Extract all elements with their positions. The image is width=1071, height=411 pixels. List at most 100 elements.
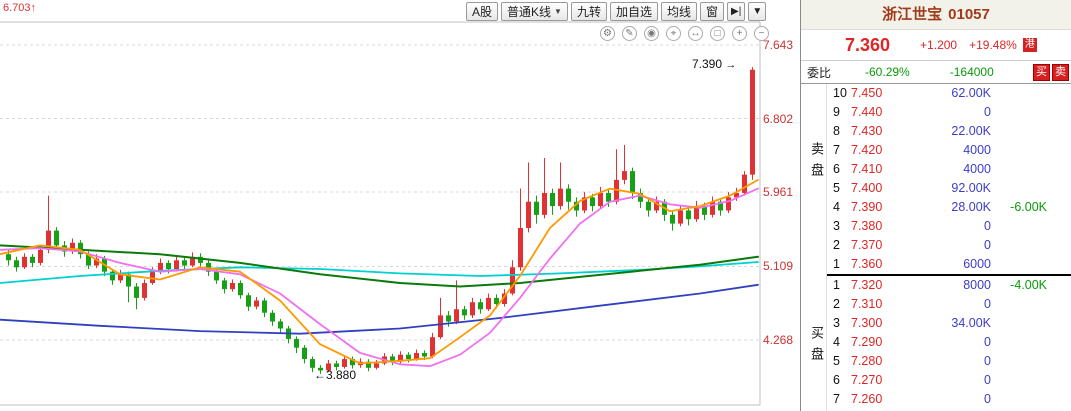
level: 3 <box>833 316 840 330</box>
volume: 4000 <box>963 162 991 176</box>
high-price-label: 7.390 <box>692 57 723 71</box>
ma-green <box>0 244 759 288</box>
sell-row[interactable]: 2 7.370 0 <box>827 236 1071 255</box>
eye-icon[interactable]: ◉ <box>644 26 659 41</box>
y-axis-label: 6.802 <box>763 111 794 126</box>
sell-rows: 10 7.450 62.00K 9 7.440 0 8 7.430 22.00K 7 7.420 40… <box>827 84 1071 274</box>
chevron-down-icon: ▼ <box>554 7 562 16</box>
add-watchlist-button[interactable]: 加自选 <box>609 2 658 21</box>
kline-type-select[interactable]: 普通K线 ▼ <box>501 2 568 21</box>
grid <box>0 44 760 341</box>
market-select[interactable]: A股 <box>466 2 499 21</box>
sell-row[interactable]: 8 7.430 22.00K <box>827 122 1071 141</box>
kline-chart-area: 6.703↑ A股 普通K线 ▼ 九转 加自选 均线 窗 ▶| ▼ ⚙ ✎ ◉ ⌖ ↔ □… <box>0 0 800 411</box>
change <box>991 122 1047 141</box>
level: 2 <box>833 297 840 311</box>
level: 1 <box>833 257 840 271</box>
order-book-table: 10 7.450 62.00K 9 7.440 0 8 7.430 22.00K 7 7.420 40… <box>827 84 1071 411</box>
buy-row[interactable]: 4 7.290 0 <box>827 333 1071 352</box>
trade-buttons: 买 卖 <box>1033 64 1069 81</box>
level: 7 <box>833 392 840 406</box>
kline-type-label: 普通K线 <box>507 5 552 19</box>
y-axis-label: 5.109 <box>763 259 794 274</box>
change <box>991 390 1047 409</box>
change <box>991 255 1047 274</box>
change <box>991 295 1047 314</box>
kline-chart[interactable] <box>0 0 800 411</box>
sell-row[interactable]: 3 7.380 0 <box>827 217 1071 236</box>
buy-row[interactable]: 1 7.320 8000 -4.00K <box>827 276 1071 295</box>
pan-icon[interactable]: ↔ <box>688 26 703 41</box>
price: 7.440 <box>851 105 883 119</box>
weibi-ratio: -60.29% <box>865 65 910 79</box>
price: 7.370 <box>851 238 883 252</box>
sell-row[interactable]: 9 7.440 0 <box>827 103 1071 122</box>
sell-section-label: 卖盘 <box>809 142 824 184</box>
sell-row[interactable]: 6 7.410 4000 <box>827 160 1071 179</box>
level: 5 <box>833 181 840 195</box>
change <box>991 179 1047 198</box>
sell-row[interactable]: 4 7.390 28.00K -6.00K <box>827 198 1071 217</box>
price: 7.410 <box>851 162 883 176</box>
book-divider <box>827 274 1071 276</box>
crosshair-icon[interactable]: ⌖ <box>666 26 681 41</box>
level: 3 <box>833 219 840 233</box>
change <box>991 371 1047 390</box>
commission-ratio-row: 委比 -60.29% -164000 买 卖 <box>801 60 1071 84</box>
price: 7.300 <box>851 316 883 330</box>
price: 7.380 <box>851 219 883 233</box>
draw-icon[interactable]: ✎ <box>622 26 637 41</box>
price: 7.260 <box>851 392 883 406</box>
volume: 92.00K <box>951 181 991 195</box>
y-axis-label: 7.643 <box>763 38 794 52</box>
volume: 0 <box>984 219 991 233</box>
collapse-icon[interactable]: ▼ <box>748 2 767 21</box>
volume: 0 <box>984 354 991 368</box>
buy-row[interactable]: 5 7.280 0 <box>827 352 1071 371</box>
buy-button[interactable]: 买 <box>1033 64 1050 81</box>
candles <box>6 67 755 374</box>
price: 7.430 <box>851 124 883 138</box>
zoom-in-icon[interactable]: + <box>732 26 747 41</box>
buy-row[interactable]: 2 7.310 0 <box>827 295 1071 314</box>
nine-turn-button[interactable]: 九转 <box>570 2 607 21</box>
chart-tool-icons: ⚙ ✎ ◉ ⌖ ↔ □ + − <box>600 26 769 41</box>
stock-name: 浙江世宝 <box>882 6 943 23</box>
corner-price-label: 6.703↑ <box>3 2 37 14</box>
change <box>991 84 1047 103</box>
change: -4.00K <box>1010 278 1047 292</box>
step-forward-icon[interactable]: ▶| <box>727 2 746 21</box>
settings-icon[interactable]: ⚙ <box>600 26 615 41</box>
price: 7.390 <box>851 200 883 214</box>
sell-row[interactable]: 1 7.360 6000 <box>827 255 1071 274</box>
y-axis-label: 4.268 <box>763 333 794 347</box>
buy-row[interactable]: 7 7.260 0 <box>827 390 1071 409</box>
change <box>991 352 1047 371</box>
volume: 34.00K <box>951 316 991 330</box>
buy-row[interactable]: 3 7.300 34.00K <box>827 314 1071 333</box>
price: 7.270 <box>851 373 883 387</box>
ma-lines <box>0 179 759 367</box>
chart-frame <box>0 21 761 406</box>
ma-blue <box>0 283 759 335</box>
sell-row[interactable]: 5 7.400 92.00K <box>827 179 1071 198</box>
price: 7.310 <box>851 297 883 311</box>
stock-code: 01057 <box>948 6 990 23</box>
volume: 6000 <box>963 257 991 271</box>
ma-settings-button[interactable]: 均线 <box>660 2 697 21</box>
change <box>991 217 1047 236</box>
sell-row[interactable]: 7 7.420 4000 <box>827 141 1071 160</box>
window-icon[interactable]: □ <box>710 26 725 41</box>
buy-row[interactable]: 6 7.270 0 <box>827 371 1071 390</box>
price: 7.320 <box>851 278 883 292</box>
volume: 0 <box>984 105 991 119</box>
change <box>991 314 1047 333</box>
level: 10 <box>833 86 847 100</box>
zoom-out-icon[interactable]: − <box>754 26 769 41</box>
sell-button[interactable]: 卖 <box>1052 64 1069 81</box>
volume: 28.00K <box>951 200 991 214</box>
volume: 8000 <box>963 278 991 292</box>
window-button[interactable]: 窗 <box>700 2 725 21</box>
sell-row[interactable]: 10 7.450 62.00K <box>827 84 1071 103</box>
